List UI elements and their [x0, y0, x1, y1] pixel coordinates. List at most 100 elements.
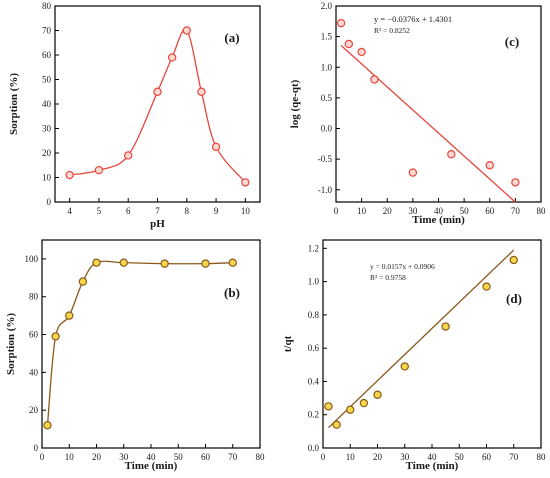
fit-equation: y = −0.0376x + 1.4301 [374, 14, 452, 24]
plot-frame [41, 239, 261, 449]
data-point [332, 420, 341, 429]
fit-line [340, 45, 516, 203]
plot-frame [322, 239, 542, 449]
data-point [51, 332, 60, 341]
y-tick-label: 10 [42, 173, 52, 183]
x-tick-label: 80 [256, 452, 266, 462]
data-point [92, 258, 101, 267]
y-tick-label: 0.8 [308, 310, 320, 320]
data-point [324, 402, 333, 411]
data-point [400, 362, 409, 371]
data-point [160, 259, 169, 268]
y-axis-label: Sorption (%) [5, 313, 17, 375]
y-tick-label: 1.5 [321, 32, 333, 42]
y-tick-label: 20 [42, 148, 52, 158]
y-tick-label: 100 [25, 254, 39, 264]
panel-c-log-kinetics: 0 10 20 30 40 50 60 70 80 -1.0 -0.5 0.0 0.5 1.0 1.5 2.0… [289, 1, 546, 226]
x-tick-label: 8 [185, 206, 190, 216]
y-tick-label: 0.0 [308, 443, 320, 453]
panel-d-t-over-qt: 0 10 20 30 40 50 60 70 80 0.0 0.2 0.4 0.6 0.8 1.0 1.2 Ti… [282, 239, 546, 472]
fit-line [328, 249, 515, 429]
x-tick-label: 40 [434, 206, 444, 216]
panel-label: (d) [506, 291, 522, 306]
panel-label: (b) [224, 285, 240, 300]
data-point [65, 311, 74, 320]
x-tick-label: 30 [408, 206, 418, 216]
panel-b-sorption-vs-time: 0 10 20 30 40 50 60 70 80 0 20 40 60 80 100 Time (min) S… [5, 239, 266, 472]
x-tick-label: 50 [460, 206, 470, 216]
data-point [228, 258, 237, 267]
x-axis-label: Time (min) [406, 460, 459, 472]
data-point [344, 39, 354, 49]
x-tick-label: 0 [40, 452, 45, 462]
panel-label: (a) [224, 30, 239, 45]
y-tick-label: 40 [29, 367, 39, 377]
data-point [370, 75, 379, 84]
y-tick-label: 0.2 [308, 410, 319, 420]
y-tick-label: 50 [42, 75, 52, 85]
y-tick-label: 60 [42, 50, 52, 60]
y-axis-label: t/qt [282, 335, 294, 352]
y-tick-label: 0.6 [308, 343, 320, 353]
y-tick-label: 0.5 [321, 93, 333, 103]
y-tick-label: 80 [29, 292, 39, 302]
data-point [119, 258, 128, 267]
x-tick-label: 10 [357, 206, 367, 216]
data-point [441, 322, 450, 331]
y-tick-label: -0.5 [318, 154, 333, 164]
x-tick-label: 9 [214, 206, 219, 216]
x-tick-label: 50 [455, 452, 465, 462]
y-tick-label: 1.0 [321, 62, 333, 72]
y-tick-label: 0 [47, 197, 52, 207]
y-tick-label: 40 [42, 99, 52, 109]
data-point [153, 87, 162, 96]
x-tick-label: 4 [67, 206, 72, 216]
y-tick-label: 80 [42, 1, 52, 11]
x-tick-label: 80 [537, 206, 547, 216]
x-tick-label: 70 [511, 206, 521, 216]
data-point [357, 47, 366, 57]
x-tick-label: 10 [65, 452, 75, 462]
x-axis-label: Time (min) [412, 214, 465, 226]
data-point [509, 255, 518, 265]
x-tick-label: 10 [346, 452, 356, 462]
fit-r-squared: R² = 0.8252 [374, 26, 410, 35]
y-tick-label: 1.0 [308, 277, 320, 287]
x-tick-label: 20 [373, 452, 383, 462]
x-tick-label: 30 [119, 452, 129, 462]
data-point [43, 421, 52, 430]
data-point [408, 168, 418, 177]
fit-r-squared: R² = 0.9758 [370, 273, 406, 282]
y-tick-label: 0.4 [308, 376, 320, 386]
y-tick-label: 60 [29, 330, 39, 340]
y-axis-label: Sorption (%) [8, 73, 20, 135]
y-tick-label: 20 [29, 405, 39, 415]
x-tick-label: 20 [383, 206, 393, 216]
x-tick-label: 6 [126, 206, 131, 216]
x-tick-label: 5 [97, 206, 102, 216]
x-tick-label: 60 [485, 206, 495, 216]
data-point [124, 151, 133, 160]
series-line [69, 28, 246, 183]
x-tick-label: 30 [400, 452, 410, 462]
x-tick-label: 70 [509, 452, 519, 462]
data-point [241, 178, 250, 187]
x-tick-label: 0 [334, 206, 339, 216]
data-point [65, 170, 74, 180]
x-tick-label: 70 [228, 452, 238, 462]
x-tick-label: 50 [174, 452, 184, 462]
x-tick-label: 7 [155, 206, 160, 216]
data-point [197, 87, 206, 96]
x-tick-label: 60 [482, 452, 492, 462]
x-axis-label: Time (min) [125, 460, 178, 472]
data-point [511, 178, 520, 187]
data-point [482, 282, 491, 291]
data-point [359, 398, 369, 408]
data-point [447, 150, 456, 159]
data-point [78, 277, 88, 286]
x-tick-label: 60 [201, 452, 211, 462]
y-tick-label: 70 [42, 26, 52, 36]
data-point [94, 165, 104, 175]
x-tick-label: 0 [321, 452, 326, 462]
